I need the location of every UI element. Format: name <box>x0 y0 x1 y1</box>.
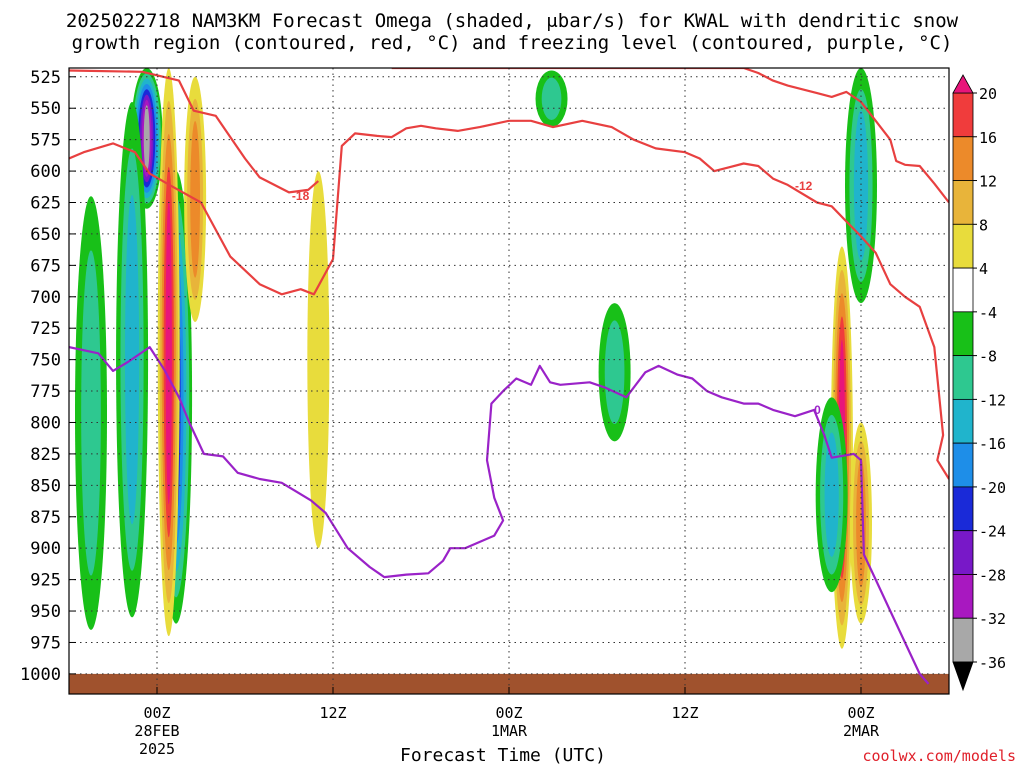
colorbar-tick-label: -4 <box>979 304 997 322</box>
pressure-tick-label: 650 <box>30 225 61 245</box>
colorbar-swatch <box>952 486 974 532</box>
omega-level <box>143 105 150 172</box>
pressure-tick-label: 975 <box>30 633 61 653</box>
time-tick-label: 28FEB <box>134 722 179 740</box>
colorbar-swatch <box>952 92 974 138</box>
colorbar-tick-label: 16 <box>979 129 997 147</box>
omega-level <box>165 199 172 505</box>
colorbar-swatch <box>952 574 974 619</box>
omega-feature-5 <box>157 68 180 637</box>
time-tick-label: 00Z <box>847 704 874 722</box>
omega-level <box>853 110 869 261</box>
pressure-tick-label: 675 <box>30 256 61 276</box>
colorbar-tick-label: -28 <box>979 566 1006 584</box>
pressure-tick-label: 625 <box>30 194 61 214</box>
freezing-level-contour <box>69 346 930 685</box>
pressure-tick-label: 700 <box>30 288 61 308</box>
colorbar-tick-label: 4 <box>979 260 988 278</box>
colorbar-tick-label: 20 <box>979 85 997 103</box>
omega-colorbar: 20 16 12 8 4 -4 -8 -12 -16 -20 -24 -28 -32 -36 <box>952 74 1006 692</box>
colorbar-swatch <box>952 267 974 313</box>
pressure-tick-label: 800 <box>30 413 61 433</box>
pressure-tick-label: 875 <box>30 508 61 528</box>
colorbar-swatch <box>952 311 974 357</box>
plot-gridlines <box>69 68 949 694</box>
omega-level <box>81 250 101 576</box>
pressure-tick-label: 925 <box>30 571 61 591</box>
colorbar-tick-label: -8 <box>979 348 997 366</box>
pressure-tick-label: 725 <box>30 319 61 339</box>
colorbar-min-arrow <box>952 661 974 692</box>
colorbar-swatch <box>952 223 974 269</box>
colorbar-swatch <box>952 442 974 488</box>
colorbar-tick-label: 12 <box>979 173 997 191</box>
pressure-axis: 525 550 575 600 625 650 675 700 725 750 775 800 825 8… <box>20 68 76 685</box>
freezing-level-label: 0 <box>814 403 821 417</box>
omega-level <box>541 77 562 121</box>
pressure-tick-label: 1000 <box>20 665 61 685</box>
time-tick-label: 2MAR <box>843 722 880 740</box>
pressure-tick-label: 600 <box>30 162 61 182</box>
colorbar-swatch <box>952 398 974 444</box>
colorbar-tick-label: 8 <box>979 216 988 234</box>
time-tick-label: 2025 <box>139 740 175 758</box>
pressure-tick-label: 550 <box>30 99 61 119</box>
time-tick-label: 00Z <box>495 704 522 722</box>
colorbar-swatch <box>952 180 974 225</box>
dgz-contour <box>391 68 949 204</box>
colorbar-swatch <box>952 530 974 575</box>
time-tick-label: 1MAR <box>491 722 528 740</box>
omega-feature-7 <box>307 171 330 549</box>
contour-lines: -18 -12 0 <box>69 68 949 685</box>
x-axis-title: Forecast Time (UTC) <box>400 745 606 766</box>
pressure-tick-label: 850 <box>30 476 61 496</box>
pressure-tick-label: 950 <box>30 602 61 622</box>
omega-level <box>824 432 839 558</box>
colorbar-swatch <box>952 136 974 181</box>
credit-link[interactable]: coolwx.com/models <box>862 747 1016 765</box>
colorbar-swatch <box>952 617 974 663</box>
omega-feature-2 <box>75 196 107 630</box>
pressure-tick-label: 900 <box>30 539 61 559</box>
colorbar-tick-label: -32 <box>979 610 1006 628</box>
colorbar-max-arrow <box>952 74 974 94</box>
pressure-tick-label: 575 <box>30 131 61 151</box>
pressure-tick-label: 775 <box>30 382 61 402</box>
pressure-tick-label: 825 <box>30 445 61 465</box>
omega-shading <box>69 68 949 694</box>
dgz-contour <box>69 119 949 480</box>
omega-level <box>307 171 330 549</box>
colorbar-tick-label: -36 <box>979 654 1006 672</box>
pressure-tick-label: 525 <box>30 68 61 88</box>
colorbar-tick-label: -20 <box>979 479 1006 497</box>
omega-feature-8 <box>535 70 568 128</box>
omega-level <box>604 320 625 425</box>
chart-title-line-2: growth region (contoured, red, °C) and f… <box>71 32 953 54</box>
time-tick-label: 12Z <box>319 704 346 722</box>
chart-title-line-1: 2025022718 NAM3KM Forecast Omega (shaded… <box>65 10 959 32</box>
colorbar-swatch <box>952 355 974 400</box>
omega-feature-9 <box>598 303 631 442</box>
terrain-band <box>69 673 949 694</box>
colorbar-tick-label: -16 <box>979 435 1006 453</box>
omega-feature-13 <box>850 422 872 624</box>
colorbar-tick-label: -12 <box>979 391 1006 409</box>
dgz-contour-label: -12 <box>795 179 813 193</box>
dgz-contour <box>69 69 320 194</box>
time-tick-label: 12Z <box>671 704 698 722</box>
time-tick-label: 00Z <box>143 704 170 722</box>
omega-feature-11 <box>815 397 848 593</box>
pressure-tick-label: 750 <box>30 351 61 371</box>
dgz-contour-label: -18 <box>292 189 310 203</box>
colorbar-tick-label: -24 <box>979 523 1006 541</box>
